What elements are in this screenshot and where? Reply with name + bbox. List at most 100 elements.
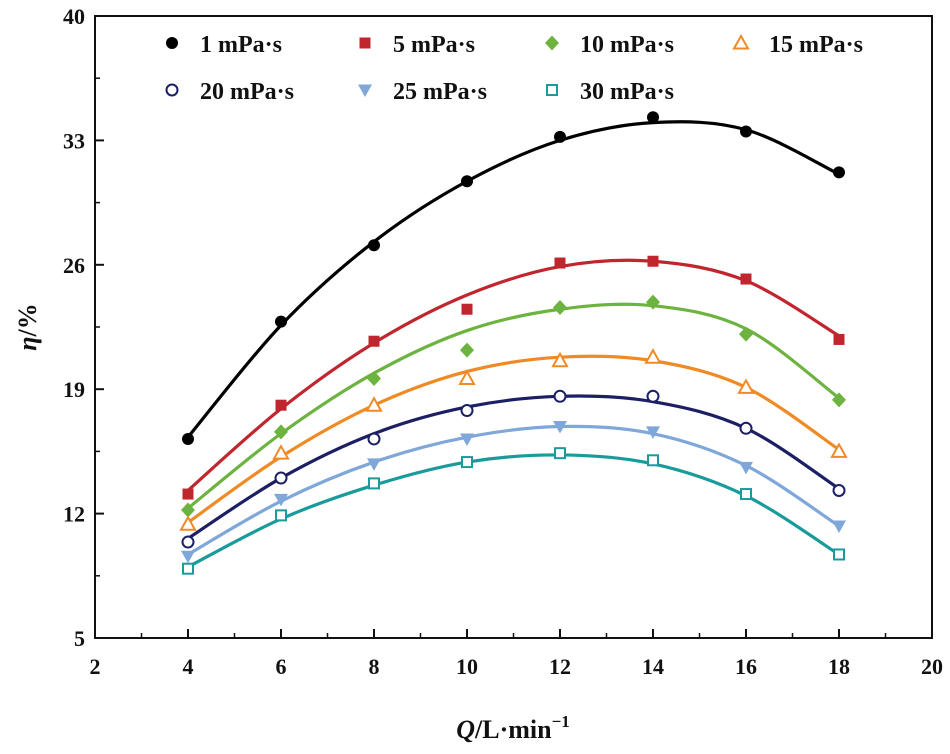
data-point-series-7 xyxy=(275,509,287,522)
data-point-series-3 xyxy=(367,371,381,387)
data-point-series-5 xyxy=(274,471,288,485)
data-point-series-5 xyxy=(739,421,753,435)
x-tick-label: 10 xyxy=(456,654,478,679)
x-tick-label: 8 xyxy=(369,654,380,679)
fit-curves xyxy=(186,120,841,569)
data-point-series-5 xyxy=(553,389,567,403)
data-point-series-7 xyxy=(647,454,659,467)
x-axis-unit: /L·min xyxy=(474,715,552,744)
data-point-series-6 xyxy=(460,433,474,446)
data-point-series-6 xyxy=(646,426,660,439)
legend-marker xyxy=(358,84,372,97)
data-point-series-5 xyxy=(460,404,474,418)
x-tick-label: 4 xyxy=(183,654,194,679)
x-axis-title: Q/L·min−1 xyxy=(456,712,570,744)
data-point-series-6 xyxy=(739,461,753,475)
x-tick-label: 20 xyxy=(921,654,943,679)
y-tick-label: 12 xyxy=(63,502,85,527)
data-point-series-1 xyxy=(461,175,473,188)
data-point-series-2 xyxy=(833,333,845,345)
x-tick-label: 14 xyxy=(642,654,664,679)
data-point-series-5 xyxy=(181,535,195,549)
data-point-series-6 xyxy=(367,458,381,471)
data-point-series-4 xyxy=(830,442,848,458)
y-axis: 5 12 19 26 33 40 xyxy=(63,4,104,651)
data-point-series-2 xyxy=(740,273,752,285)
data-point-series-3 xyxy=(181,502,195,518)
legend: 1 mPa·s 5 mPa·s 10 mPa·s 15 mPa·s 20 mPa·s 25… xyxy=(165,32,863,105)
data-point-series-4 xyxy=(551,351,569,368)
plot-frame xyxy=(94,15,933,639)
x-axis-exponent: −1 xyxy=(552,712,570,731)
data-point-series-3 xyxy=(553,299,567,315)
x-tick-label: 2 xyxy=(90,654,101,679)
data-point-series-2 xyxy=(275,399,287,411)
data-point-series-2 xyxy=(182,488,194,500)
y-tick-label: 33 xyxy=(63,128,85,153)
x-tick-label: 12 xyxy=(549,654,571,679)
data-point-series-3 xyxy=(460,342,474,358)
legend-marker xyxy=(359,37,371,49)
data-point-series-7 xyxy=(833,548,845,561)
data-point-series-5 xyxy=(832,483,846,497)
y-tick-label: 19 xyxy=(63,377,85,402)
data-points xyxy=(179,111,848,575)
data-point-series-7 xyxy=(461,456,473,469)
data-point-series-1 xyxy=(182,432,194,445)
legend-marker xyxy=(732,33,750,50)
legend-label: 10 mPa·s xyxy=(580,32,674,58)
data-point-series-4 xyxy=(644,348,662,364)
data-point-series-1 xyxy=(368,239,380,252)
data-point-series-7 xyxy=(368,477,380,490)
data-point-series-1 xyxy=(833,166,845,179)
data-point-series-6 xyxy=(832,520,846,534)
data-point-series-3 xyxy=(274,424,288,440)
data-point-series-2 xyxy=(461,303,473,315)
x-axis: 2 4 6 8 10 12 14 16 18 20 xyxy=(90,629,943,679)
data-point-series-4 xyxy=(458,369,476,386)
data-point-series-6 xyxy=(274,493,288,507)
data-point-series-4 xyxy=(272,444,290,460)
y-tick-label: 40 xyxy=(63,4,85,29)
x-tick-label: 16 xyxy=(735,654,757,679)
fit-curve-series-3 xyxy=(186,302,841,510)
data-point-series-7 xyxy=(554,447,566,460)
y-tick-label: 26 xyxy=(63,253,85,278)
data-point-series-6 xyxy=(181,550,195,564)
data-point-series-5 xyxy=(646,389,660,403)
data-point-series-4 xyxy=(737,378,755,394)
data-point-series-4 xyxy=(365,396,383,412)
data-point-series-5 xyxy=(367,432,381,446)
legend-label: 5 mPa·s xyxy=(393,32,475,58)
data-point-series-3 xyxy=(832,392,846,408)
legend-marker xyxy=(546,84,558,96)
legend-label: 20 mPa·s xyxy=(200,79,294,105)
data-point-series-1 xyxy=(740,125,752,138)
x-axis-var: Q xyxy=(456,715,475,744)
legend-marker xyxy=(545,35,559,51)
data-point-series-7 xyxy=(740,488,752,501)
data-point-series-2 xyxy=(368,335,380,347)
legend-label: 15 mPa·s xyxy=(769,32,863,58)
data-point-series-1 xyxy=(647,111,659,124)
legend-label: 1 mPa·s xyxy=(200,32,282,58)
y-tick-label: 5 xyxy=(74,626,85,651)
data-point-series-6 xyxy=(553,421,567,434)
data-point-series-1 xyxy=(554,130,566,143)
data-point-series-4 xyxy=(179,515,197,531)
y-axis-var: η xyxy=(13,336,42,350)
data-point-series-3 xyxy=(739,326,753,342)
legend-label: 30 mPa·s xyxy=(580,79,674,105)
data-point-series-3 xyxy=(646,294,660,310)
y-axis-title: η/% xyxy=(13,303,42,351)
x-tick-label: 6 xyxy=(276,654,287,679)
data-point-series-2 xyxy=(554,257,566,269)
data-point-series-2 xyxy=(647,255,659,267)
legend-marker xyxy=(165,83,179,97)
x-tick-label: 18 xyxy=(828,654,850,679)
legend-marker xyxy=(166,37,178,49)
y-axis-unit: /% xyxy=(13,303,42,337)
data-point-series-1 xyxy=(275,315,287,328)
data-point-series-7 xyxy=(182,562,194,575)
